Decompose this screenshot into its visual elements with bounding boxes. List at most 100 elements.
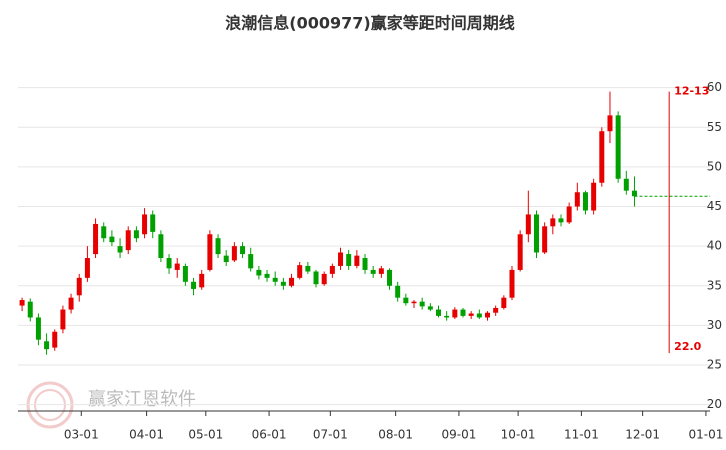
y-tick-label: 25	[707, 358, 722, 372]
candle-body	[101, 226, 107, 239]
candle-body	[174, 263, 180, 270]
candle-body	[321, 273, 327, 285]
candle-body	[566, 206, 572, 223]
candle-body	[207, 234, 213, 270]
candle-body	[436, 309, 442, 316]
x-tick-label: 04-01	[129, 428, 164, 442]
candle-body	[419, 301, 425, 307]
candle-body	[493, 307, 499, 313]
candle-body	[133, 230, 139, 239]
x-tick-label: 10-01	[501, 428, 536, 442]
y-tick-label: 55	[707, 120, 722, 134]
chart-title: 浪潮信息(000977)赢家等距时间周期线	[225, 14, 514, 33]
candle-body	[615, 115, 621, 179]
x-tick-label: 09-01	[441, 428, 476, 442]
candle-body	[27, 301, 33, 318]
candle-body	[60, 309, 66, 330]
candle-body	[550, 218, 556, 227]
candle-body	[150, 214, 156, 232]
candle-body	[484, 312, 490, 318]
x-tick-label: 01-01	[688, 428, 723, 442]
candle-body	[264, 273, 270, 278]
candle-body	[142, 214, 148, 235]
candle-body	[297, 265, 303, 278]
candle-body	[607, 115, 613, 132]
candle-body	[387, 269, 393, 286]
candle-body	[338, 252, 344, 266]
candle-body	[76, 277, 82, 296]
y-tick-label: 20	[707, 397, 722, 411]
candle-body	[599, 131, 605, 183]
candle-body	[501, 297, 507, 308]
x-tick-label: 08-01	[378, 428, 413, 442]
candle-body	[427, 306, 433, 310]
candle-body	[378, 268, 384, 274]
y-tick-label: 45	[707, 199, 722, 213]
y-tick-label: 35	[707, 278, 722, 292]
x-tick-label: 05-01	[188, 428, 223, 442]
candle-body	[44, 341, 50, 350]
candle-body	[509, 269, 515, 298]
candle-body	[582, 192, 588, 211]
candle-body	[346, 254, 352, 266]
candle-body	[52, 331, 58, 348]
x-tick-label: 06-01	[252, 428, 287, 442]
candle-body	[476, 313, 482, 318]
candle-body	[280, 281, 286, 286]
candle-body	[272, 277, 278, 282]
candle-body	[395, 285, 401, 298]
candle-body	[256, 269, 262, 276]
candle-body	[231, 246, 237, 261]
candle-body	[240, 246, 246, 255]
candle-body	[444, 315, 450, 318]
candle-body	[215, 238, 221, 255]
candle-body	[93, 223, 99, 255]
candle-body	[460, 309, 466, 316]
cycle-date-label: 12-13	[674, 85, 709, 98]
candle-body	[574, 192, 580, 207]
candle-body	[533, 214, 539, 253]
cycle-value-label: 22.0	[674, 340, 701, 353]
y-tick-label: 60	[707, 80, 722, 94]
candle-body	[631, 190, 637, 197]
candle-body	[411, 301, 417, 304]
candle-body	[35, 317, 41, 340]
y-tick-label: 30	[707, 318, 722, 332]
candle-body	[223, 255, 229, 262]
candle-body	[362, 258, 368, 270]
candle-body	[182, 265, 188, 282]
candle-body	[125, 230, 131, 251]
candle-body	[517, 234, 523, 270]
candle-body	[305, 265, 311, 272]
candle-body	[354, 255, 360, 266]
y-tick-label: 40	[707, 239, 722, 253]
candle-body	[468, 313, 474, 316]
candle-body	[84, 258, 90, 278]
candle-body	[68, 297, 74, 310]
candle-body	[19, 300, 25, 306]
candle-body	[199, 273, 205, 288]
candle-body	[329, 265, 335, 274]
candle-body	[166, 258, 172, 269]
candle-body	[623, 178, 629, 191]
candle-body	[109, 236, 115, 243]
candle-body	[313, 271, 319, 285]
candle-body	[403, 297, 409, 304]
watermark: 赢家江恩软件	[88, 388, 196, 410]
y-tick-label: 50	[707, 159, 722, 173]
candle-body	[248, 254, 254, 269]
candle-body	[525, 214, 531, 235]
candle-body	[558, 218, 564, 223]
candle-body	[370, 269, 376, 274]
candle-body	[452, 309, 458, 318]
x-tick-label: 12-01	[625, 428, 660, 442]
x-tick-label: 03-01	[64, 428, 99, 442]
candle-body	[191, 281, 197, 289]
x-tick-label: 11-01	[564, 428, 599, 442]
candle-body	[542, 226, 548, 253]
x-tick-label: 07-01	[313, 428, 348, 442]
candle-body	[158, 234, 164, 259]
candle-body	[591, 182, 597, 211]
